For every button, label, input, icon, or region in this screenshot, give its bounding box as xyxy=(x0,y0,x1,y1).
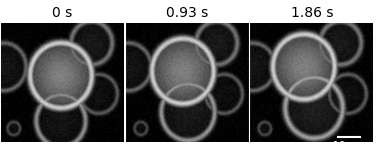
Text: 0 s: 0 s xyxy=(52,6,73,20)
Text: 0.93 s: 0.93 s xyxy=(166,6,208,20)
Text: 1.86 s: 1.86 s xyxy=(291,6,333,20)
Text: 10 μm: 10 μm xyxy=(333,141,364,145)
